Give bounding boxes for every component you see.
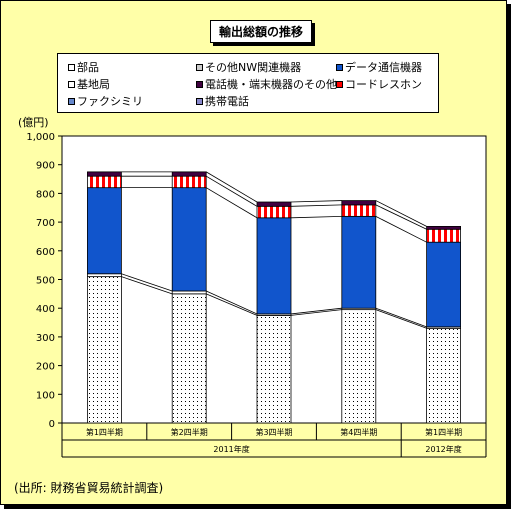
series-connector: [121, 273, 173, 292]
x-tick-label: 第3四半期: [255, 427, 292, 437]
legend-label: データ通信機器: [345, 61, 422, 74]
bar-segment: [171, 290, 207, 295]
legend-label: 携帯電話: [205, 95, 249, 108]
y-tick-label: 500: [36, 276, 55, 287]
y-tick-label: 200: [36, 362, 55, 373]
legend: 部品 その他NW関連機器 データ通信機器基地局 電話機・端末機器のその他 コードレスホン…: [57, 53, 439, 113]
legend-item: 電話機・端末機器のその他: [196, 76, 337, 92]
group-label: 2011年度: [213, 444, 249, 454]
legend-label: 電話機・端末機器のその他: [205, 78, 337, 91]
series-connector: [290, 307, 342, 315]
x-tick-label: 第4四半期: [340, 427, 377, 437]
bar-segment: [256, 217, 292, 315]
legend-label: 基地局: [77, 78, 110, 91]
y-tick-label: 300: [36, 333, 55, 344]
y-tick-label: 400: [36, 304, 55, 315]
legend-label: ファクシミリ: [77, 95, 143, 108]
series-connector: [375, 216, 427, 243]
series-connector: [205, 175, 258, 207]
y-tick-label: 0: [49, 419, 55, 430]
bar-segment: [426, 327, 462, 424]
bar-segment: [87, 171, 122, 177]
bar-segment: [341, 309, 377, 424]
legend-item: 携帯電話: [196, 93, 249, 109]
y-tick-label: 800: [36, 189, 55, 200]
x-tick-label: 第1四半期: [86, 427, 123, 437]
series-connector: [121, 276, 173, 295]
series-connector: [206, 290, 258, 315]
legend-swatch: [196, 63, 203, 71]
bar-segment: [87, 273, 122, 278]
legend-swatch: [336, 63, 343, 71]
legend-item: その他NW関連機器: [196, 59, 301, 75]
bar-segment: [171, 171, 207, 177]
y-tick-label: 1,000: [26, 132, 55, 143]
series-connector: [205, 171, 258, 203]
legend-item: コードレスホン: [336, 76, 422, 92]
legend-swatch: [68, 80, 75, 88]
series-connector: [206, 293, 258, 316]
bar-segment: [341, 204, 377, 217]
y-tick-label: 600: [36, 247, 55, 258]
series-connector: [290, 309, 342, 316]
x-tick-label: 第1四半期: [425, 427, 462, 437]
series-connector: [205, 187, 258, 219]
legend-item: 基地局: [68, 76, 110, 92]
bar-segment: [341, 215, 377, 309]
bar-segment: [87, 276, 122, 424]
legend-item: データ通信機器: [336, 59, 422, 75]
legend-swatch: [196, 97, 203, 105]
series-connector: [290, 215, 342, 219]
series-connector: [290, 204, 342, 207]
bar-segment: [171, 175, 207, 189]
y-axis-label: (億円): [18, 116, 49, 129]
legend-swatch: [68, 97, 75, 105]
bar-segment: [426, 228, 462, 243]
legend-label: 部品: [77, 61, 99, 74]
legend-label: その他NW関連機器: [205, 61, 302, 74]
series-connector: [290, 200, 342, 203]
group-label: 2012年度: [425, 444, 461, 454]
bar-segment: [341, 200, 377, 206]
legend-swatch: [336, 80, 343, 88]
bar-segment: [256, 205, 292, 219]
bar-segment: [256, 314, 292, 424]
bar-segment: [87, 187, 122, 275]
y-tick-label: 700: [36, 218, 55, 229]
series-connector: [375, 307, 427, 328]
x-tick-label: 第2四半期: [171, 427, 208, 437]
y-tick-label: 100: [36, 390, 55, 401]
bar-segment: [171, 293, 207, 424]
series-connector: [375, 309, 427, 329]
plot-area: 0 100 200 300 400 500 600 700 800 900 1,000 第1四半期 第2…: [26, 132, 487, 458]
legend-label: コードレスホン: [345, 78, 422, 91]
legend-swatch: [68, 63, 75, 71]
bar-segment: [171, 187, 207, 292]
source-note: (出所: 財務省貿易統計調査): [14, 481, 164, 495]
bar-segment: [256, 201, 292, 207]
series-connector: [375, 200, 427, 227]
legend-item: 部品: [68, 59, 99, 75]
bar-segment: [426, 226, 462, 230]
legend-item: ファクシミリ: [68, 93, 143, 109]
series-connector: [375, 204, 427, 230]
bar-segment: [87, 175, 122, 189]
legend-swatch: [196, 80, 203, 88]
y-tick-label: 900: [36, 161, 55, 172]
bar-segment: [426, 241, 462, 328]
chart-title: 輸出総額の推移: [210, 20, 313, 43]
